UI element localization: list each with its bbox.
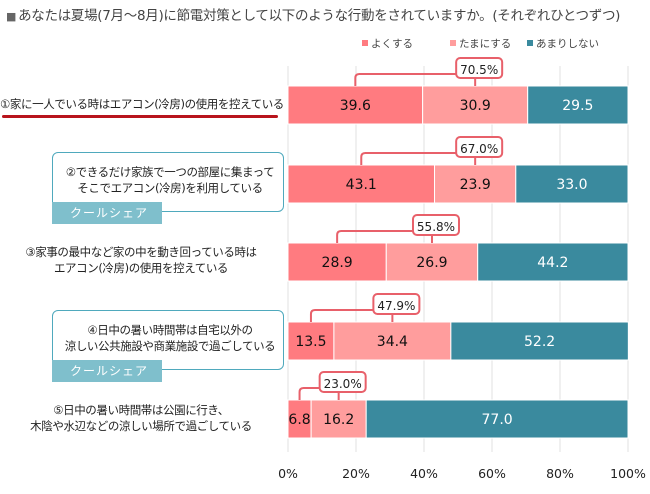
category-label-3-line-1: ③家事の最中など家の中を動き回っている時は	[25, 245, 257, 259]
data-label: 29.5	[562, 98, 593, 114]
category-label-3-line-2: エアコン(冷房)の使用を控えている	[53, 261, 229, 275]
bar-segment	[287, 164, 436, 204]
category-label-4-line-1: ④日中の暑い時間帯は自宅以外の	[87, 323, 253, 337]
category-label-5-line-2: 木陰や水辺などの涼しい場所で過ごしている	[30, 419, 252, 433]
data-label: 28.9	[322, 255, 353, 271]
category-label-5-line-1: ⑤日中の暑い時間帯は公園に行き、	[53, 403, 229, 417]
legend-label-rarely: あまりしない	[536, 38, 599, 50]
chart-title: ■ あなたは夏場(7月～8月)に節電対策として以下のような行動をされていますか。(…	[6, 4, 620, 24]
legend-swatch-rarely	[527, 40, 533, 46]
bar-segment	[287, 85, 424, 125]
legend: よくする たまにする あまりしない	[0, 36, 650, 52]
x-tick-label: 100%	[610, 466, 646, 481]
coolshare-tag-2: クールシェア	[52, 202, 162, 224]
bar-segment	[477, 242, 629, 282]
x-tick-label: 0%	[278, 466, 298, 481]
bar-segment	[450, 321, 629, 361]
bar-segment	[527, 85, 629, 125]
bar-segment	[422, 85, 529, 125]
legend-swatch-often	[362, 40, 368, 46]
x-tick-label: 20%	[342, 466, 370, 481]
category-label-4-line-2: 涼しい公共施設や商業施設で過ごしている	[64, 339, 276, 353]
data-label: 26.9	[416, 255, 447, 271]
data-label: 44.2	[537, 255, 568, 271]
category-label-1: ①家に一人でいる時はエアコン(冷房)の使用を控えている	[0, 96, 284, 112]
coolshare-tag-4: クールシェア	[52, 360, 162, 382]
category-label-2-line-2: そこでエアコン(冷房)を利用している	[77, 181, 263, 195]
data-label: 23.9	[460, 177, 491, 193]
bar-segment	[333, 321, 452, 361]
data-label: 34.4	[377, 334, 408, 350]
data-label: 77.0	[482, 412, 513, 428]
legend-item-sometimes: たまにする	[450, 36, 511, 51]
total-callout-box	[318, 371, 367, 393]
highlight-underline	[2, 115, 278, 118]
total-callout-label: 70.5%	[460, 63, 498, 77]
bar-segment	[287, 321, 335, 361]
bar-segment	[385, 242, 479, 282]
category-label-5: ⑤日中の暑い時間帯は公園に行き、木陰や水辺などの涼しい場所で過ごしている	[0, 402, 282, 434]
legend-item-often: よくする	[362, 36, 413, 51]
legend-item-rarely: あまりしない	[527, 36, 599, 51]
bar-segment	[287, 242, 387, 282]
data-label: 13.5	[295, 334, 326, 350]
total-callout-box	[455, 136, 504, 158]
data-label: 30.9	[460, 98, 491, 114]
total-callout-box	[455, 57, 504, 79]
total-bracket	[354, 73, 477, 86]
legend-label-sometimes: たまにする	[459, 38, 512, 50]
total-bracket	[298, 387, 340, 400]
total-callout-box	[411, 214, 460, 236]
bar-segment	[434, 164, 517, 204]
category-label-1-line-1: ①家に一人でいる時はエアコン(冷房)の使用を控えている	[0, 97, 284, 111]
title-text: あなたは夏場(7月～8月)に節電対策として以下のような行動をされていますか。(そ…	[18, 8, 621, 24]
category-label-2-line-1: ②できるだけ家族で一つの部屋に集まって	[65, 165, 275, 179]
data-label: 43.1	[346, 177, 377, 193]
total-callout-label: 67.0%	[460, 142, 498, 156]
category-label-2: ②できるだけ家族で一つの部屋に集まって そこでエアコン(冷房)を利用している	[58, 164, 282, 196]
data-label: 33.0	[556, 177, 587, 193]
total-bracket	[309, 309, 394, 322]
total-bracket	[336, 230, 433, 243]
total-bracket	[360, 152, 477, 165]
legend-label-often: よくする	[371, 38, 413, 50]
title-marker: ■	[6, 10, 17, 23]
bar-segment	[515, 164, 629, 204]
data-label: 6.8	[288, 412, 310, 428]
data-label: 52.2	[524, 334, 555, 350]
legend-swatch-sometimes	[450, 40, 456, 46]
data-label: 39.6	[340, 98, 371, 114]
data-label: 16.2	[323, 412, 354, 428]
total-callout-box	[372, 293, 421, 315]
category-label-4: ④日中の暑い時間帯は自宅以外の涼しい公共施設や商業施設で過ごしている	[58, 322, 282, 354]
total-callout-label: 23.0%	[324, 377, 362, 391]
x-tick-label: 40%	[410, 466, 438, 481]
bar-segment	[365, 399, 629, 439]
x-tick-label: 80%	[546, 466, 574, 481]
x-tick-label: 60%	[478, 466, 506, 481]
total-callout-label: 55.8%	[417, 220, 455, 234]
category-label-3: ③家事の最中など家の中を動き回っている時は エアコン(冷房)の使用を控えている	[0, 244, 282, 276]
total-callout-label: 47.9%	[377, 299, 415, 313]
